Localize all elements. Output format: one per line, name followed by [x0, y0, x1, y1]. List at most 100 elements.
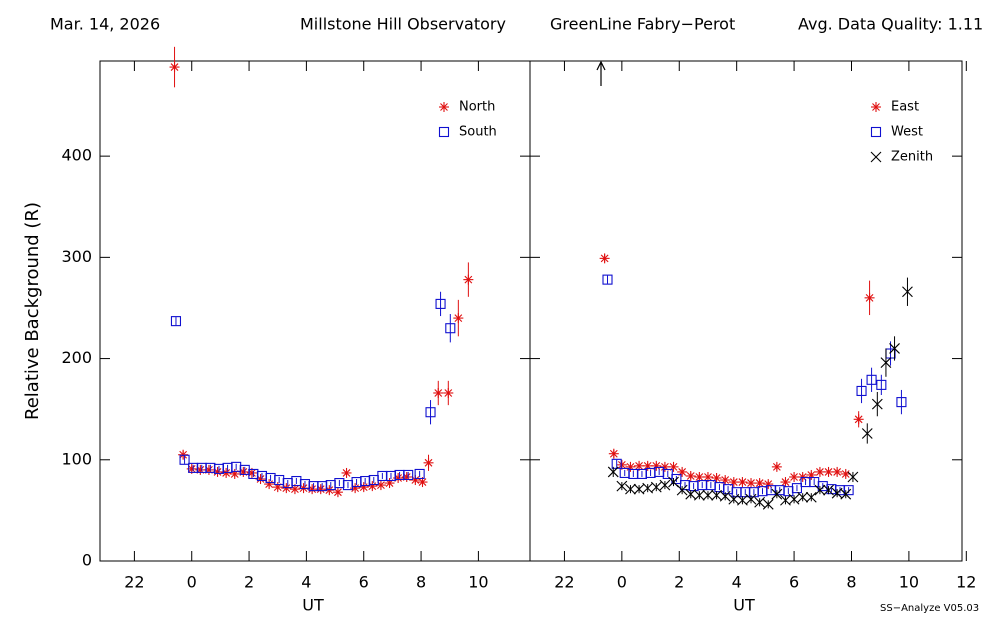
marker-stroke	[866, 374, 877, 385]
point	[685, 470, 696, 481]
point	[871, 398, 883, 410]
point	[780, 494, 791, 506]
x-tick-label: 10	[468, 573, 488, 592]
marker-stroke	[411, 476, 420, 484]
point	[332, 487, 343, 498]
point	[866, 374, 877, 385]
point	[676, 484, 688, 496]
marker-stroke	[222, 469, 231, 477]
x-tick-label: 6	[359, 573, 369, 592]
x-tick-label: 2	[244, 573, 254, 592]
marker-stroke	[856, 385, 867, 397]
point	[625, 483, 636, 495]
marker-stroke	[831, 487, 843, 499]
point	[853, 414, 864, 425]
point	[425, 407, 436, 418]
point	[864, 292, 875, 303]
marker-stroke	[737, 494, 748, 506]
marker-stroke	[444, 389, 453, 397]
point	[771, 488, 783, 500]
point	[728, 493, 740, 505]
marker-stroke	[403, 469, 414, 481]
instrument: GreenLine Fabry−Perot	[550, 15, 735, 34]
point	[179, 454, 190, 465]
point	[453, 313, 464, 324]
marker-stroke	[607, 466, 619, 478]
y-tick-label: 100	[61, 449, 92, 468]
point	[806, 469, 817, 480]
point	[264, 479, 275, 490]
marker-stroke	[438, 126, 450, 138]
marker-stroke	[762, 498, 774, 510]
quality: Avg. Data Quality: 1.11	[798, 15, 983, 34]
marker-stroke	[840, 488, 852, 500]
point	[805, 491, 817, 503]
point	[719, 490, 731, 502]
marker-stroke	[334, 488, 342, 497]
point	[668, 461, 679, 472]
x-tick-label: 8	[846, 573, 856, 592]
point	[728, 477, 739, 488]
point	[797, 491, 809, 503]
marker-stroke	[308, 485, 317, 494]
marker-stroke	[609, 449, 618, 458]
point	[414, 468, 425, 480]
y-tick-label: 200	[61, 348, 92, 367]
point	[671, 473, 682, 485]
point	[896, 397, 907, 408]
legend-label: Zenith	[891, 150, 933, 165]
x-tick-label: 22	[554, 573, 574, 592]
x-axis-label: UT	[302, 596, 324, 615]
point	[840, 468, 851, 479]
marker-stroke	[704, 473, 712, 481]
x-tick-label: 10	[899, 573, 919, 592]
marker-stroke	[797, 491, 809, 503]
point	[823, 484, 834, 496]
point	[602, 274, 613, 285]
point	[861, 428, 873, 439]
legend-label: South	[459, 125, 497, 140]
marker-stroke	[643, 461, 652, 470]
x-tick-label: 0	[187, 573, 197, 592]
marker-stroke	[445, 323, 456, 334]
marker-stroke	[600, 254, 609, 263]
point	[847, 471, 859, 483]
point	[463, 274, 474, 285]
point	[780, 477, 791, 488]
marker-stroke	[876, 379, 887, 390]
marker-stroke	[676, 484, 688, 496]
offscale-arrow	[596, 60, 606, 86]
marker-stroke	[814, 484, 826, 496]
point	[607, 466, 619, 478]
point	[856, 385, 867, 397]
plot-frame	[529, 60, 963, 562]
marker-stroke	[902, 286, 913, 298]
marker-stroke	[668, 476, 679, 488]
marker-stroke	[617, 460, 626, 469]
point	[889, 343, 900, 354]
marker-stroke	[291, 485, 299, 494]
marker-stroke	[368, 482, 377, 490]
point	[433, 387, 444, 398]
point	[762, 498, 774, 510]
legend-marker	[438, 126, 450, 138]
x-tick-label: 4	[732, 573, 742, 592]
marker-stroke	[854, 415, 863, 424]
y-tick-label: 300	[61, 247, 92, 266]
marker-stroke	[695, 473, 704, 481]
marker-stroke	[464, 275, 473, 284]
point	[403, 469, 414, 481]
marker-stroke	[719, 490, 731, 502]
point	[702, 471, 713, 482]
marker-stroke	[625, 483, 636, 495]
point	[608, 448, 619, 459]
marker-stroke	[316, 485, 325, 494]
marker-stroke	[671, 473, 682, 485]
marker-stroke	[816, 468, 824, 476]
point	[650, 481, 662, 493]
point	[625, 461, 636, 472]
marker-stroke	[248, 469, 256, 477]
marker-stroke	[738, 478, 747, 486]
marker-stroke	[702, 489, 714, 501]
